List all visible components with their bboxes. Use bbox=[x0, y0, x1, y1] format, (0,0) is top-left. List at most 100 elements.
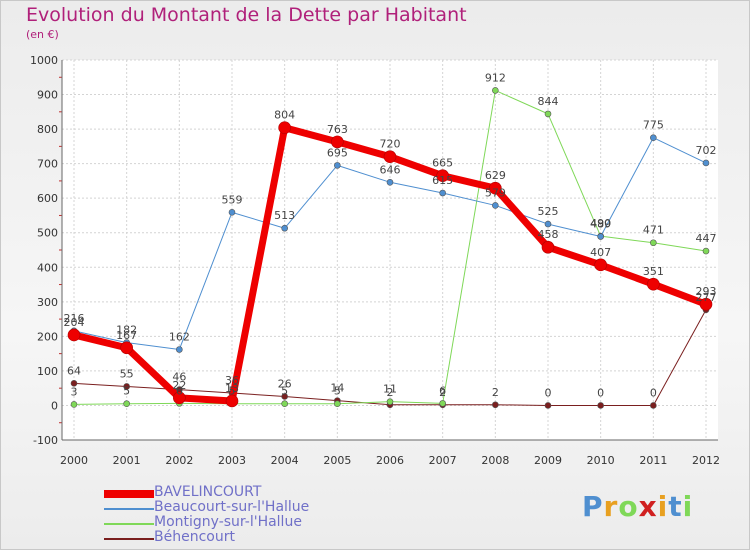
data-point bbox=[281, 224, 288, 232]
data-label: 5 bbox=[229, 385, 236, 398]
data-point bbox=[228, 209, 236, 216]
x-tick-label: 2004 bbox=[271, 454, 299, 467]
logo-letter: P bbox=[582, 490, 604, 523]
data-point bbox=[650, 402, 657, 409]
y-tick-label: 0 bbox=[51, 399, 58, 412]
data-label: 720 bbox=[380, 138, 401, 151]
data-point bbox=[699, 297, 713, 311]
data-point bbox=[281, 393, 288, 400]
proxiti-logo: Proxiti bbox=[582, 490, 693, 523]
data-label: 458 bbox=[538, 228, 559, 241]
data-point bbox=[120, 341, 133, 355]
data-label: 55 bbox=[120, 367, 134, 380]
data-label: 13 bbox=[225, 382, 239, 395]
data-point bbox=[544, 220, 552, 228]
legend-swatch bbox=[104, 538, 154, 540]
data-label: 2 bbox=[387, 386, 394, 399]
y-tick-label: 400 bbox=[37, 261, 58, 274]
y-tick-label: 200 bbox=[37, 330, 58, 343]
data-label: 763 bbox=[327, 123, 348, 136]
data-point bbox=[386, 178, 394, 186]
data-label: 216 bbox=[64, 312, 85, 325]
legend-label: BAVELINCOURT bbox=[154, 484, 262, 500]
data-label: 447 bbox=[696, 232, 717, 245]
data-label: 167 bbox=[116, 329, 137, 342]
data-label: 407 bbox=[590, 246, 611, 259]
data-label: 46 bbox=[172, 371, 186, 384]
y-tick-label: 700 bbox=[37, 158, 58, 171]
data-point bbox=[544, 402, 552, 409]
data-label: 5 bbox=[123, 385, 130, 398]
data-label: 6 bbox=[176, 384, 183, 397]
data-label: 559 bbox=[222, 193, 243, 206]
x-tick-label: 2012 bbox=[692, 454, 720, 467]
legend-swatch bbox=[104, 523, 154, 525]
data-label: 471 bbox=[643, 224, 664, 237]
data-label: 0 bbox=[545, 386, 552, 399]
data-label: 182 bbox=[116, 324, 137, 337]
data-label: 2 bbox=[492, 386, 499, 399]
data-label: 0 bbox=[650, 386, 657, 399]
y-tick-label: 300 bbox=[37, 296, 58, 309]
data-point bbox=[702, 247, 710, 255]
data-label: 22 bbox=[172, 379, 186, 392]
data-label: 629 bbox=[485, 169, 506, 182]
data-point bbox=[123, 400, 130, 408]
y-tick-label: 500 bbox=[37, 227, 58, 240]
data-label: 5 bbox=[334, 385, 341, 398]
data-label: 36 bbox=[225, 374, 239, 387]
data-point bbox=[70, 380, 78, 387]
data-label: 579 bbox=[485, 186, 506, 199]
y-tick-label: 800 bbox=[37, 123, 58, 136]
logo-letter: t bbox=[668, 490, 683, 523]
legend-swatch bbox=[104, 508, 154, 510]
data-label: 695 bbox=[327, 146, 348, 159]
x-tick-label: 2011 bbox=[639, 454, 667, 467]
x-tick-label: 2006 bbox=[376, 454, 404, 467]
data-point bbox=[597, 233, 604, 240]
data-label: 775 bbox=[643, 119, 664, 132]
data-label: 702 bbox=[696, 144, 717, 157]
unit-label: (en €) bbox=[26, 28, 59, 41]
data-point bbox=[334, 162, 341, 169]
data-point bbox=[439, 189, 446, 197]
data-point bbox=[67, 328, 81, 342]
data-point bbox=[173, 391, 186, 405]
data-label: 351 bbox=[643, 265, 664, 278]
data-point bbox=[489, 181, 502, 195]
x-tick-label: 2009 bbox=[534, 454, 562, 467]
data-label: 844 bbox=[538, 95, 559, 108]
data-point bbox=[331, 135, 344, 149]
data-point bbox=[386, 398, 394, 405]
legend-label: Beaucourt-sur-l'Hallue bbox=[154, 499, 310, 515]
logo-letter: i bbox=[657, 490, 669, 523]
data-label: 64 bbox=[67, 364, 81, 377]
data-point bbox=[123, 383, 130, 390]
x-tick-label: 2005 bbox=[323, 454, 351, 467]
data-label: 204 bbox=[64, 316, 85, 329]
data-label: 513 bbox=[274, 209, 295, 222]
data-label: 293 bbox=[696, 285, 717, 298]
y-tick-label: -100 bbox=[33, 434, 58, 447]
data-label: 5 bbox=[281, 385, 288, 398]
data-point bbox=[436, 169, 449, 183]
data-point bbox=[492, 401, 499, 409]
data-point bbox=[70, 401, 78, 408]
data-point bbox=[281, 400, 288, 408]
data-point bbox=[278, 121, 291, 135]
data-point bbox=[597, 402, 604, 409]
y-tick-label: 600 bbox=[37, 192, 58, 205]
data-point bbox=[647, 277, 660, 291]
legend-label: Béhencourt bbox=[154, 529, 235, 545]
x-tick-label: 2003 bbox=[218, 454, 246, 467]
data-label: 14 bbox=[330, 382, 344, 395]
data-label: 490 bbox=[590, 217, 611, 230]
x-tick-label: 2002 bbox=[165, 454, 193, 467]
data-point bbox=[492, 87, 499, 94]
data-label: 0 bbox=[597, 386, 604, 399]
logo-letter: x bbox=[638, 490, 658, 523]
data-point bbox=[176, 346, 183, 353]
data-label: 489 bbox=[590, 218, 611, 231]
data-point bbox=[650, 134, 657, 142]
